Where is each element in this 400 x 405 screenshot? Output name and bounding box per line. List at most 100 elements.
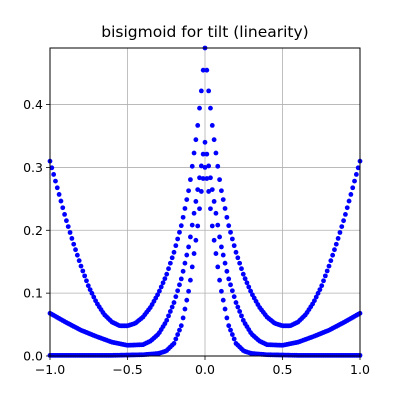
data-point-series-1 (335, 236, 341, 241)
data-point-series-1 (209, 123, 215, 128)
data-point-series-1 (315, 290, 321, 296)
data-point-series-1 (49, 165, 55, 171)
data-point-series-2 (233, 300, 239, 305)
data-point-series-1 (62, 211, 67, 217)
data-point-series-1 (348, 192, 354, 197)
data-point-series-1 (178, 223, 184, 229)
data-point-series-2 (182, 260, 188, 266)
data-point-series-2 (231, 294, 237, 300)
data-point-series-3 (220, 297, 226, 303)
data-point-series-3 (231, 336, 237, 342)
x-tick-label: 0.5 (273, 362, 293, 377)
data-point-series-1 (326, 263, 332, 269)
data-point-series-3 (228, 327, 233, 333)
data-point-series-1 (237, 260, 243, 266)
data-point-series-3 (204, 176, 210, 181)
data-point-series-1 (330, 252, 336, 258)
data-point-series-2 (188, 234, 193, 240)
data-point-series-1 (248, 288, 253, 294)
data-point-series-1 (157, 288, 162, 294)
data-point-series-3 (188, 277, 193, 283)
data-point-series-1 (171, 249, 177, 255)
x-tick-label: 1.0 (350, 362, 370, 377)
data-point-series-2 (222, 260, 228, 266)
data-point-series-1 (58, 198, 64, 204)
data-point-series-2 (167, 309, 173, 314)
data-point-series-1 (164, 271, 170, 277)
data-point-series-3 (175, 332, 181, 337)
data-point-series-1 (166, 266, 171, 272)
data-point-series-1 (355, 165, 361, 171)
data-point-series-3 (191, 251, 197, 256)
data-point-series-2 (220, 252, 226, 258)
data-point-series-1 (162, 276, 168, 282)
data-point-series-3 (173, 336, 179, 342)
data-point-series-1 (242, 276, 248, 282)
data-point-series-1 (60, 205, 66, 211)
data-point-series-1 (155, 292, 160, 298)
data-point-series-2 (197, 175, 202, 181)
data-point-series-2 (164, 317, 170, 323)
data-point-series-3 (184, 297, 190, 303)
data-point-series-3 (211, 237, 217, 243)
data-point-series-3 (202, 165, 208, 170)
data-point-series-2 (217, 234, 222, 240)
data-point-series-3 (198, 189, 204, 194)
data-point-series-1 (224, 214, 230, 220)
data-point-series-2 (204, 151, 210, 157)
data-point-series-1 (328, 258, 334, 264)
data-point-series-1 (85, 283, 91, 289)
data-point-series-2 (180, 268, 186, 274)
chart-title: bisigmoid for tilt (linearity) (101, 23, 309, 41)
data-point-series-1 (313, 294, 319, 300)
data-point-series-3 (200, 176, 206, 181)
data-point-series-1 (193, 137, 199, 143)
data-point-series-2 (171, 300, 177, 305)
data-point-series-2 (206, 163, 212, 169)
data-point-series-1 (324, 268, 330, 274)
data-point-series-2 (195, 187, 201, 193)
data-point-series-2 (198, 163, 204, 169)
data-point-series-1 (231, 243, 237, 249)
data-point-series-1 (229, 236, 235, 242)
data-point-series-1 (239, 266, 244, 272)
grid (49, 48, 361, 357)
data-point-series-2 (235, 304, 241, 310)
data-point-series-1 (350, 185, 356, 191)
data-point-series-1 (76, 258, 82, 264)
data-point-series-3 (208, 206, 213, 212)
data-point-series-1 (204, 67, 210, 73)
data-point-series-2 (191, 210, 197, 216)
data-point-series-1 (200, 67, 206, 73)
data-point-series-2 (173, 294, 179, 300)
data-point-series-3 (180, 315, 186, 321)
data-point-series-1 (333, 241, 339, 247)
data-point-series-1 (235, 255, 241, 261)
data-point-series-1 (246, 284, 252, 290)
data-point-series-2 (213, 210, 219, 216)
data-point-series-1 (180, 214, 186, 220)
data-point-series-3 (182, 306, 188, 312)
data-point-series-2 (226, 276, 232, 282)
data-point-series-1 (213, 150, 219, 156)
data-point-series-1 (211, 137, 217, 143)
data-point-series-1 (346, 198, 352, 204)
y-tick-label: 0.3 (23, 160, 43, 175)
data-point-series-1 (65, 224, 71, 229)
data-point-series-1 (233, 249, 239, 255)
data-point-series-1 (74, 252, 80, 258)
data-point-series-3 (195, 223, 201, 229)
x-tick-label: −0.5 (112, 362, 142, 377)
data-point-series-2 (237, 309, 243, 314)
data-point-series-1 (186, 188, 191, 194)
data-point-series-1 (244, 280, 250, 286)
data-point-series-2 (202, 139, 208, 145)
data-point-series-1 (84, 278, 89, 284)
data-point-series-1 (341, 218, 346, 224)
data-point-series-1 (195, 123, 201, 128)
data-point-series-1 (191, 150, 197, 156)
y-tick-label: 0.4 (23, 97, 43, 112)
data-point-series-2 (215, 222, 221, 228)
data-point-series-3 (193, 237, 199, 243)
data-point-series-1 (78, 263, 84, 269)
